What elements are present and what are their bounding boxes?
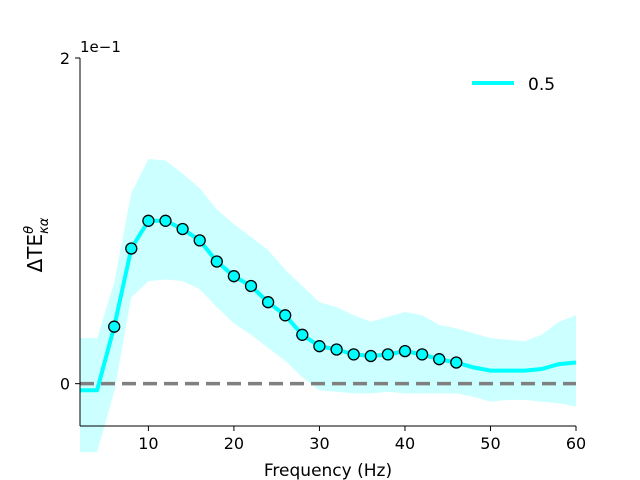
x-tick-label: 20 — [224, 434, 244, 453]
legend: 0.5 — [472, 75, 555, 95]
data-point-marker — [142, 214, 155, 227]
data-point-marker — [193, 234, 206, 247]
x-tick-label: 40 — [395, 434, 415, 453]
axes-layer — [79, 58, 576, 427]
data-point-marker — [364, 349, 377, 363]
data-point-marker — [381, 348, 395, 361]
data-point-marker — [108, 320, 121, 333]
y-axis-label: ΔTEθκα — [22, 217, 52, 272]
legend-label: 0.5 — [528, 75, 555, 95]
data-point-marker — [125, 242, 138, 255]
y-tick-label: 2 — [60, 49, 70, 68]
data-point-marker — [330, 343, 343, 356]
data-point-marker — [159, 214, 172, 227]
data-point-marker — [398, 344, 412, 358]
data-point-marker — [313, 340, 326, 353]
x-axis-label: Frequency (Hz) — [264, 461, 392, 480]
data-point-marker — [450, 356, 463, 369]
y-axis-label-sub: κα — [37, 217, 52, 234]
y-offset-label: 1e−1 — [80, 38, 121, 56]
x-tick-label: 50 — [480, 434, 500, 453]
y-axis-label-super: θ — [22, 226, 37, 234]
marker-layer — [108, 214, 463, 369]
x-tick-label: 10 — [138, 434, 158, 453]
data-point-marker — [433, 353, 446, 366]
x-tick-label: 30 — [309, 434, 329, 453]
y-axis-label-main: ΔTE — [23, 234, 47, 273]
data-point-marker — [227, 270, 241, 283]
y-tick-label: 0 — [60, 375, 70, 394]
data-point-marker — [296, 328, 309, 341]
data-point-marker — [415, 348, 429, 361]
tick-layer: 10 20 30 40 50 60 0 2 — [60, 49, 586, 453]
data-point-marker — [210, 255, 223, 268]
y-axis-label-group: ΔTEθκα — [22, 217, 52, 272]
data-point-marker — [347, 348, 360, 361]
x-tick-label: 60 — [566, 434, 586, 453]
data-point-marker — [176, 222, 189, 236]
confidence-band — [80, 159, 576, 453]
data-point-marker — [261, 296, 275, 309]
data-point-marker — [244, 279, 258, 293]
data-point-marker — [279, 309, 292, 322]
confidence-band-layer — [80, 159, 576, 453]
